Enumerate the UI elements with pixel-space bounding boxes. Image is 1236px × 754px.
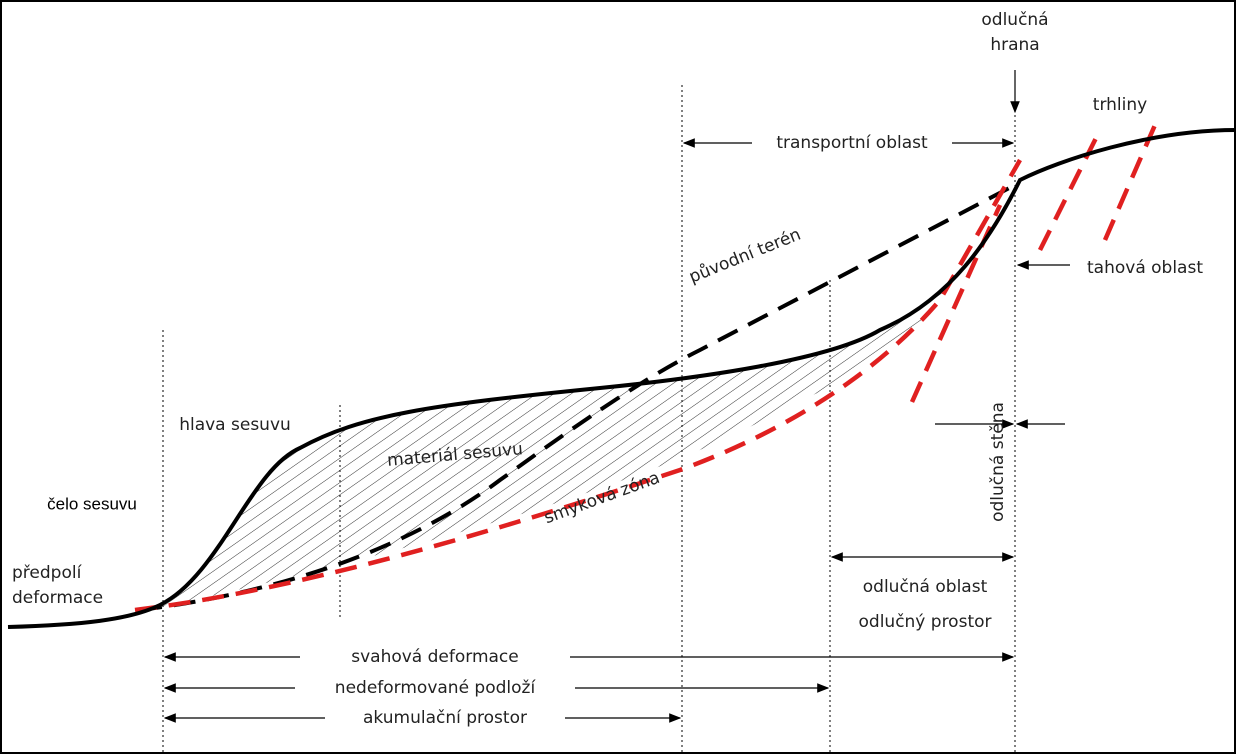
label: odlučný prostor xyxy=(859,612,992,632)
label: hrana xyxy=(990,35,1039,55)
label: transportní oblast xyxy=(776,133,928,153)
label: svahová deformace xyxy=(351,647,519,667)
label: odlučná oblast xyxy=(863,577,988,597)
label: hlava sesuvu xyxy=(179,415,291,435)
label: nedeformované podloží xyxy=(335,678,537,698)
label: trhliny xyxy=(1093,95,1147,115)
label: tahová oblast xyxy=(1087,258,1203,278)
ground-line xyxy=(7,128,1236,629)
label: deformace xyxy=(12,588,103,608)
label: předpolí xyxy=(12,563,83,583)
label: čelo sesuvu xyxy=(47,494,137,513)
label: akumulační prostor xyxy=(363,708,527,728)
guides xyxy=(162,85,1016,754)
label: původní terén xyxy=(686,224,804,287)
shear-line xyxy=(134,158,1022,613)
arrows xyxy=(163,70,1070,723)
label: odlučná xyxy=(981,10,1048,30)
label: odlučná stěna xyxy=(988,402,1008,522)
